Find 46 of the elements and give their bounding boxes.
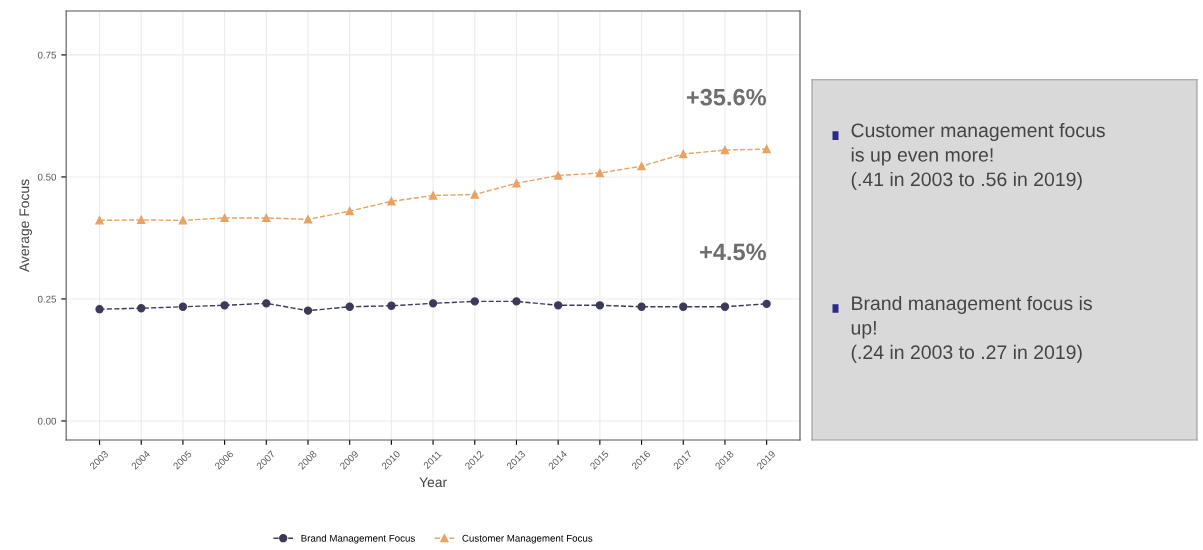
- point: [512, 297, 521, 306]
- point: [303, 306, 313, 315]
- point: [95, 305, 104, 314]
- y-axis-title: Average Focus: [19, 179, 32, 273]
- point: [303, 215, 313, 224]
- point: [762, 299, 771, 309]
- y-tick-label: 0.50: [37, 173, 57, 181]
- point: [553, 301, 563, 310]
- point: [137, 304, 146, 313]
- legend-label: Brand Management Focus: [301, 534, 415, 544]
- point: [220, 301, 229, 310]
- point: [637, 302, 646, 311]
- point: [720, 145, 730, 155]
- point: [470, 190, 479, 199]
- point: [262, 299, 271, 308]
- annotation: +4.5%: [700, 243, 767, 261]
- x-axis-title: Year: [419, 477, 447, 488]
- point: [220, 213, 229, 223]
- point: [428, 299, 438, 308]
- point: [679, 149, 688, 159]
- point: [387, 301, 396, 310]
- point: [387, 197, 396, 206]
- legend-label: Customer Management Focus: [462, 534, 593, 544]
- annotation: +35.6%: [686, 88, 767, 106]
- point: [553, 171, 563, 180]
- point: [720, 302, 730, 311]
- point: [595, 301, 605, 310]
- text: Customer management focus is up even more! (.41 in 2003 to .56 in 2019): [851, 123, 1105, 191]
- point: [345, 206, 354, 216]
- point: [137, 215, 146, 225]
- point: [262, 213, 271, 223]
- point: [345, 302, 354, 311]
- point: [470, 297, 479, 306]
- y-tick-label: 0.00: [37, 417, 57, 425]
- y-tick-label: 0.75: [37, 51, 57, 59]
- point: [637, 162, 646, 171]
- point: [762, 144, 771, 154]
- point: [595, 168, 605, 178]
- point: [95, 216, 104, 225]
- point: [512, 179, 521, 188]
- y-tick-label: 0.25: [37, 295, 57, 303]
- point: [679, 302, 688, 311]
- text: Brand management focus is up! (.24 in 2003 to .27 in 2019): [851, 295, 1092, 363]
- point: [428, 191, 438, 200]
- point: [178, 216, 188, 225]
- point: [178, 302, 188, 311]
